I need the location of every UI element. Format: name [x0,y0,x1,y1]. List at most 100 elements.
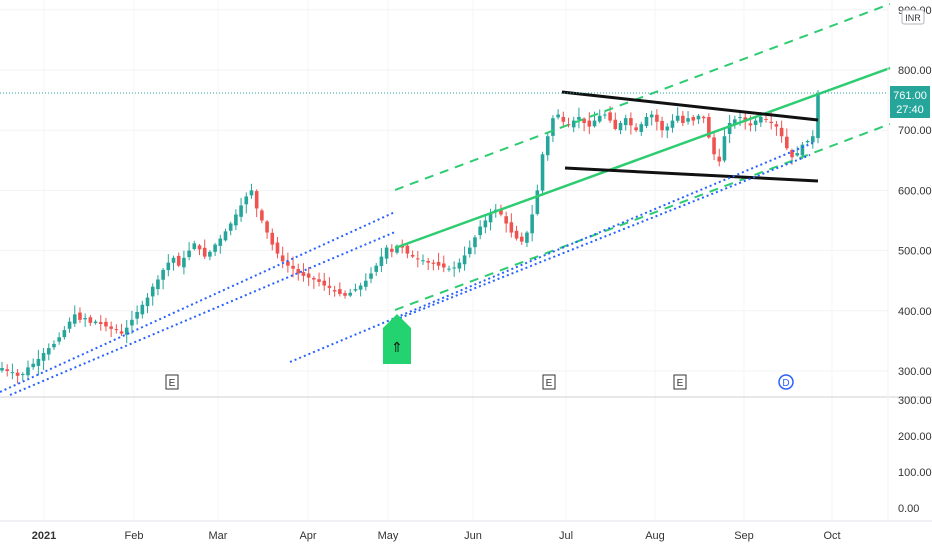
time-axis[interactable]: 2021 Feb Mar Apr May Jun Jul Aug Sep Oct [32,530,841,542]
trend-drawings [0,3,891,396]
candle [561,111,566,127]
candle [675,107,680,123]
channel-lower-dashed[interactable] [394,123,891,311]
candle [457,258,462,273]
candle [504,211,508,233]
earnings-marker[interactable]: E [165,374,179,390]
candle [431,259,436,271]
time-tick-label: Oct [823,530,840,542]
candle [36,349,41,376]
candle [649,110,654,126]
price-tick-label: 700.00 [898,125,932,137]
candle [655,109,659,131]
candle [270,228,275,251]
candle [577,107,581,129]
time-tick-label: Sep [734,530,754,542]
candle [795,146,800,157]
candle [701,115,706,124]
candle [343,290,347,299]
candle [41,347,46,371]
candle [733,115,737,129]
earnings-marker-label: E [546,378,553,389]
candle [119,323,124,336]
candle [57,332,61,345]
candle [462,246,467,271]
candle [582,117,586,132]
time-tick-label: May [378,530,399,542]
grid-lines [0,0,888,521]
dotted-trend-4[interactable] [399,154,811,319]
channel-upper-dashed[interactable] [394,3,891,191]
dotted-trend-3[interactable] [289,141,816,363]
candles [0,90,820,384]
candle [202,239,207,260]
signal-badge[interactable]: ⇑ [383,314,411,364]
price-tick-label: 800.00 [898,65,932,77]
candle [317,272,321,287]
currency-badge[interactable]: INR [901,9,925,25]
candle [88,314,93,326]
candle [208,250,212,261]
candle [629,112,633,135]
candle [681,111,685,127]
candle [187,242,191,261]
event-markers: E E E D [165,374,794,390]
candle [473,235,477,255]
candle [753,116,758,132]
time-tick-label: Jul [559,530,573,542]
earnings-marker-label: E [169,378,176,389]
candle [260,208,264,224]
candle [421,254,425,265]
price-axis[interactable]: 300.00400.00500.00600.00700.00800.00900.… [898,5,932,378]
time-tick-label: Mar [209,530,228,542]
signal-badge-glyph: ⇑ [391,340,403,356]
candle [452,261,456,277]
candle [551,115,555,143]
candle [525,230,529,247]
dotted-trend-1[interactable] [0,211,396,393]
earnings-marker[interactable]: E [673,374,687,390]
candle [436,252,441,271]
candle [348,288,353,298]
candle [478,220,482,240]
candle [135,305,139,325]
volume-tick-label: 100.00 [898,467,932,479]
channel-middle[interactable] [394,66,891,250]
candle [785,128,789,151]
candle [441,255,446,273]
candle [426,257,430,271]
candle [717,148,722,167]
candle [556,109,560,120]
candle [52,340,56,350]
candle [540,151,545,196]
candle [634,123,638,133]
candle [686,111,690,125]
candle [447,265,451,272]
candle [109,321,113,338]
earnings-marker-label: E [677,378,684,389]
candle [46,343,51,361]
time-tick-label: Jun [464,530,482,542]
time-tick-label: Aug [645,530,665,542]
candle [384,245,389,264]
earnings-marker[interactable]: E [542,374,556,390]
candle [374,262,379,276]
wedge-upper[interactable] [561,90,819,122]
candle [291,256,295,278]
countdown-timer: 27:40 [896,104,924,116]
volume-axis[interactable]: 0.00 100.00 200.00 300.00 [898,395,932,515]
candle [566,117,571,128]
wedge-lower[interactable] [564,166,819,183]
candle [275,236,280,259]
candle [779,120,784,143]
dividend-marker[interactable]: D [778,374,794,390]
candle [239,197,243,222]
candle [78,307,82,324]
candle [31,358,35,370]
candle [364,273,368,291]
candle [234,209,238,231]
candle [483,214,488,234]
candle [467,240,472,258]
candle [62,326,67,340]
